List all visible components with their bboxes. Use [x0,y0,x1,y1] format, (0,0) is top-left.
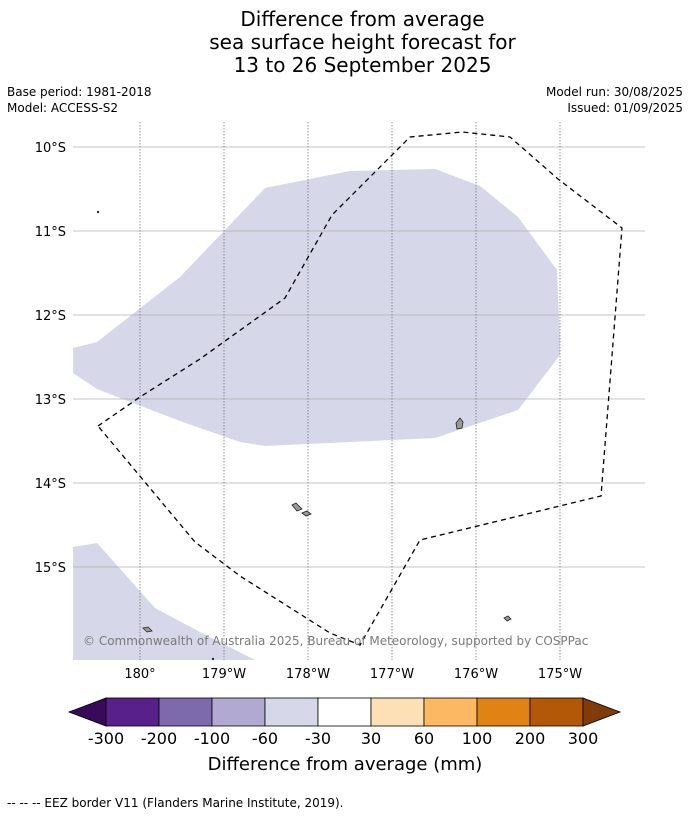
colorbar-tick-label: 100 [462,729,493,748]
lon-label-180: 180° [124,667,155,682]
model-name: Model: ACCESS-S2 [7,101,119,115]
island-southwest [142,626,153,633]
eez-border [97,131,623,646]
latitude-gridlines [73,146,645,568]
island-dot [96,210,100,214]
meta-right: Model run: 30/08/2025 Issued: 01/09/2025 [546,84,683,116]
latitude-labels: 10°S 11°S 12°S 13°S 14°S 15°S [35,141,66,576]
title-line-3: 13 to 26 September 2025 [233,53,492,77]
colorbar-over-triangle [582,697,622,727]
anomaly-region-main [73,169,560,446]
lat-label-13s: 13°S [35,393,66,408]
colorbar-tick-label: 30 [361,729,381,748]
longitude-gridlines [139,122,561,660]
map-figure: © Commonwealth of Australia 2025, Bureau… [35,122,645,775]
lon-label-179w: 179°W [202,667,246,682]
colorbar-segment [423,697,478,727]
colorbar-tick-label: -200 [141,729,177,748]
colorbar-segment [529,697,584,727]
longitude-labels: 180° 179°W 178°W 177°W 176°W 175°W [124,667,582,682]
lat-label-15s: 15°S [35,561,66,576]
island-alofi [301,510,312,517]
colorbar-title: Difference from average (mm) [208,754,483,775]
model-run: Model run: 30/08/2025 [545,85,683,99]
issued-date: Issued: 01/09/2025 [567,101,683,115]
colorbar-segment [317,697,372,727]
colorbar-under-triangle [67,697,107,727]
colorbar-segment [211,697,266,727]
lon-label-177w: 177°W [370,667,414,682]
anomaly-shading [73,169,560,660]
title-line-2: sea surface height forecast for [209,30,516,54]
colorbar-tick-label: 60 [414,729,434,748]
islands [96,210,512,661]
lat-label-10s: 10°S [35,141,66,156]
colorbar-tick-label: 200 [515,729,546,748]
title-line-1: Difference from average [240,7,485,31]
base-period: Base period: 1981-2018 [7,85,152,99]
island-wallis [455,417,464,430]
colorbar-segment [158,697,213,727]
colorbar-tick-label: -30 [305,729,331,748]
meta-left: Base period: 1981-2018 Model: ACCESS-S2 [7,84,152,116]
lat-label-14s: 14°S [35,477,66,492]
colorbar-tick-label: 300 [568,729,599,748]
colorbar-tick-label: -300 [88,729,124,748]
colorbar-segment [370,697,425,727]
colorbar-tick-label: -100 [194,729,230,748]
island-futuna [291,502,303,512]
lat-label-11s: 11°S [35,225,66,240]
colorbar-segment [476,697,531,727]
lon-label-178w: 178°W [286,667,330,682]
eez-footnote: -- -- -- EEZ border V11 (Flanders Marine… [7,796,344,810]
lon-label-176w: 176°W [454,667,498,682]
copyright-text: © Commonwealth of Australia 2025, Bureau… [83,634,588,648]
anomaly-region-southwest [73,543,255,660]
lat-label-12s: 12°S [35,309,66,324]
chart-title: Difference from average sea surface heig… [0,8,690,77]
colorbar-segment [264,697,319,727]
colorbar: -300 -200 -100 -60 -30 30 60 100 200 300 [67,697,622,748]
colorbar-segment [105,697,160,727]
island-niuafoou [503,615,512,622]
island-dot-south [211,657,215,661]
lon-label-175w: 175°W [538,667,582,682]
colorbar-tick-label: -60 [252,729,278,748]
